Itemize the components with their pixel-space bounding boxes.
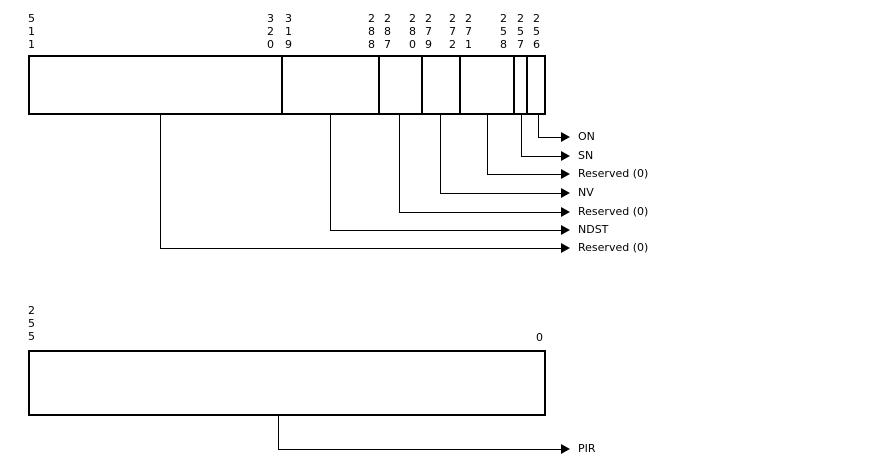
- bit-label-258: 258: [500, 12, 507, 51]
- bit-label-511: 511: [28, 12, 35, 51]
- callout-line-horizontal: [399, 212, 561, 213]
- bit-label-287: 287: [384, 12, 391, 51]
- callout-line-vertical: [440, 115, 441, 193]
- field-divider: [281, 55, 283, 115]
- arrow-right-icon: [561, 207, 570, 217]
- arrow-right-icon: [561, 188, 570, 198]
- bit-label-288: 288: [368, 12, 375, 51]
- callout-label-reserved-1: Reserved (0): [578, 167, 649, 180]
- arrow-right-icon: [561, 151, 570, 161]
- callout-line-horizontal: [160, 248, 561, 249]
- callout-line-horizontal: [440, 193, 561, 194]
- bit-label-280: 280: [409, 12, 416, 51]
- callout-label-on: ON: [578, 130, 595, 143]
- bit-label-320: 320: [267, 12, 274, 51]
- callout-label-sn: SN: [578, 149, 594, 162]
- callout-label-nv: NV: [578, 186, 594, 199]
- callout-line-horizontal: [538, 137, 561, 138]
- arrow-right-icon: [561, 132, 570, 142]
- field-divider: [526, 55, 528, 115]
- bit-label-271: 271: [465, 12, 472, 51]
- callout-line-vertical: [521, 115, 522, 156]
- callout-label-reserved-2: Reserved (0): [578, 205, 649, 218]
- bit-label-319: 319: [285, 12, 292, 51]
- field-divider: [513, 55, 515, 115]
- bit-label-0: 0: [536, 331, 543, 344]
- callout-line-horizontal: [278, 449, 561, 450]
- bit-label-272: 272: [449, 12, 456, 51]
- callout-line-horizontal: [521, 156, 561, 157]
- bit-label-279: 279: [425, 12, 432, 51]
- callout-line-vertical: [538, 115, 539, 137]
- lower-register-box: [28, 350, 546, 416]
- callout-line-vertical: [487, 115, 488, 174]
- arrow-right-icon: [561, 169, 570, 179]
- arrow-right-icon: [561, 444, 570, 454]
- callout-line-vertical: [278, 416, 279, 449]
- callout-label-reserved-3: Reserved (0): [578, 241, 649, 254]
- callout-line-horizontal: [330, 230, 561, 231]
- arrow-right-icon: [561, 243, 570, 253]
- arrow-right-icon: [561, 225, 570, 235]
- field-divider: [378, 55, 380, 115]
- bit-label-256: 256: [533, 12, 540, 51]
- bit-label-255: 255: [28, 304, 35, 343]
- callout-line-vertical: [160, 115, 161, 248]
- field-divider: [459, 55, 461, 115]
- callout-label-ndst: NDST: [578, 223, 609, 236]
- callout-line-horizontal: [487, 174, 561, 175]
- bit-label-257: 257: [517, 12, 524, 51]
- callout-line-vertical: [399, 115, 400, 212]
- field-divider: [421, 55, 423, 115]
- upper-register-box: [28, 55, 546, 115]
- callout-line-vertical: [330, 115, 331, 230]
- callout-label-pir: PIR: [578, 442, 596, 455]
